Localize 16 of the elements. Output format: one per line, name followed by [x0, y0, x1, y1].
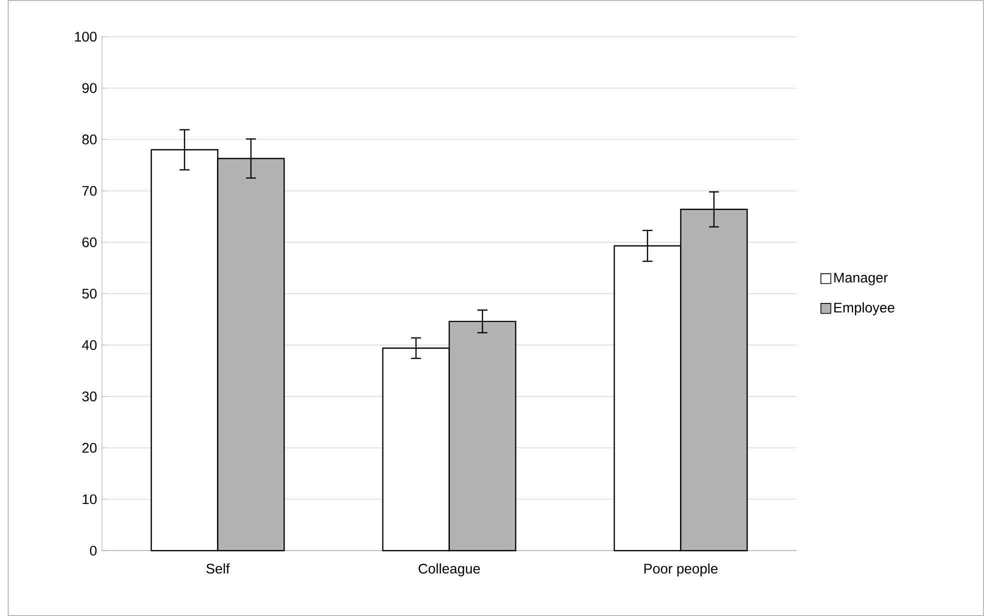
y-tick-label: 0: [90, 546, 97, 556]
legend-label: Employee: [834, 302, 894, 316]
x-tick-label: Poor people: [644, 563, 718, 576]
y-tick-label: 40: [82, 340, 97, 350]
y-tick-label: 50: [82, 288, 97, 299]
y-tick-label: 60: [82, 237, 97, 248]
y-tick-label: 10: [82, 494, 97, 504]
legend-label: Manager: [834, 272, 888, 286]
x-tick-label: Colleague: [418, 563, 480, 576]
x-tick-label: Self: [206, 563, 230, 574]
y-tick-label: 70: [82, 186, 97, 196]
y-tick-label: 90: [82, 83, 97, 93]
y-tick-label: 30: [82, 391, 97, 402]
y-tick-label: 20: [82, 442, 97, 453]
y-tick-label: 100: [75, 32, 97, 42]
y-tick-label: 80: [82, 134, 97, 144]
